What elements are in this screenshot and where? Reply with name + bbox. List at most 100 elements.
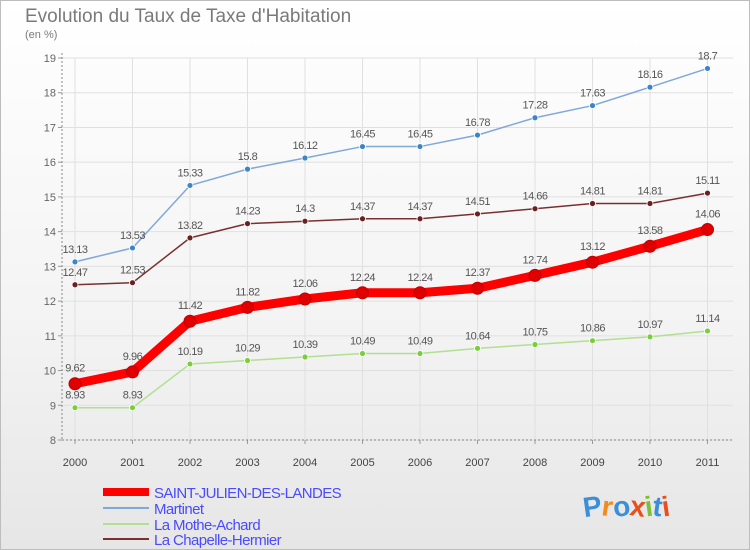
x-tick-label: 2008: [523, 457, 547, 469]
x-tick-label: 2010: [638, 457, 662, 469]
data-point: [359, 215, 366, 223]
chart-subtitle: (en %): [25, 29, 58, 41]
data-label: 11.82: [235, 286, 260, 298]
data-point: [129, 404, 136, 412]
data-label: 9.62: [65, 363, 85, 375]
data-point: [531, 205, 539, 213]
data-label: 17.28: [522, 100, 547, 112]
data-point: [528, 268, 542, 282]
data-label: 12.37: [465, 267, 490, 279]
data-point: [589, 102, 596, 109]
data-label: 11.14: [695, 313, 720, 325]
x-tick-label: 2005: [350, 457, 374, 469]
data-point: [531, 114, 539, 122]
data-point: [413, 286, 427, 300]
data-point: [474, 210, 481, 218]
data-point: [416, 350, 424, 357]
data-label: 14.81: [637, 186, 662, 198]
legend-label: La Chapelle-Hermier: [154, 532, 282, 549]
data-label: 10.49: [350, 336, 375, 348]
y-tick-label: 17: [44, 122, 56, 134]
data-point: [298, 292, 312, 306]
y-tick-label: 8: [50, 435, 56, 447]
data-point: [643, 239, 657, 253]
data-label: 14.81: [580, 186, 605, 198]
data-label: 14.23: [235, 206, 260, 218]
data-label: 10.64: [465, 330, 490, 342]
data-point: [129, 244, 136, 252]
legend-label: La Mothe-Achard: [154, 517, 260, 534]
data-label: 13.12: [580, 241, 605, 253]
data-point: [359, 350, 366, 357]
data-point: [183, 314, 197, 328]
data-point: [301, 353, 309, 361]
x-tick-label: 2007: [465, 457, 489, 469]
data-point: [586, 255, 599, 269]
y-tick-label: 10: [44, 366, 56, 378]
data-point: [646, 200, 654, 207]
data-point: [186, 360, 194, 368]
x-tick-label: 2000: [63, 457, 87, 469]
data-point: [71, 258, 79, 266]
y-tick-label: 13: [44, 261, 56, 273]
y-tick-label: 19: [44, 53, 56, 65]
x-tick-label: 2011: [696, 457, 720, 469]
data-point: [474, 131, 481, 139]
data-point: [71, 404, 79, 412]
series-line-3: [74, 192, 709, 286]
data-label: 15.11: [695, 175, 720, 187]
series-line-2: [74, 330, 709, 409]
legend-label: Martinet: [154, 501, 205, 518]
y-tick-label: 11: [45, 331, 56, 343]
x-tick-label: 2004: [293, 457, 317, 469]
data-label: 16.12: [292, 140, 317, 152]
data-point: [701, 223, 714, 237]
data-point: [589, 200, 596, 207]
data-label: 17.63: [580, 88, 605, 100]
chart-title: Evolution du Taux de Taxe d'Habitation: [25, 6, 352, 27]
data-point: [704, 189, 711, 197]
data-label: 13.53: [120, 230, 145, 242]
y-tick-label: 18: [44, 88, 56, 100]
data-point: [416, 143, 424, 150]
data-label: 10.97: [637, 319, 662, 331]
data-label: 16.78: [465, 117, 490, 129]
data-label: 8.93: [65, 390, 85, 402]
data-point: [359, 143, 366, 150]
data-label: 15.33: [177, 167, 202, 179]
data-point: [471, 281, 484, 295]
y-tick-label: 16: [44, 157, 56, 169]
data-point: [704, 65, 711, 72]
x-tick-label: 2003: [235, 457, 259, 469]
data-label: 14.51: [465, 196, 490, 208]
data-label: 10.29: [235, 342, 260, 354]
data-label: 12.74: [522, 254, 547, 266]
data-label: 13.58: [637, 225, 662, 237]
data-point: [646, 83, 654, 91]
data-label: 12.06: [292, 278, 317, 290]
data-point: [244, 165, 251, 173]
data-point: [244, 220, 251, 228]
series-line-0: [70, 225, 712, 389]
data-label: 12.53: [120, 265, 145, 277]
data-label: 12.47: [62, 267, 87, 279]
data-point: [244, 357, 251, 364]
data-point: [301, 154, 309, 162]
data-point: [301, 217, 309, 225]
data-point: [129, 279, 136, 287]
legend-label: SAINT-JULIEN-DES-LANDES: [154, 485, 342, 502]
data-label: 14.37: [350, 201, 375, 213]
y-tick-label: 12: [44, 296, 56, 308]
data-label: 12.24: [407, 272, 432, 284]
data-label: 18.16: [637, 69, 662, 81]
data-point: [71, 281, 79, 289]
data-label: 14.66: [522, 191, 547, 203]
data-point: [356, 286, 369, 300]
data-point: [416, 215, 424, 223]
y-tick-label: 15: [44, 192, 56, 204]
data-point: [241, 300, 254, 314]
data-label: 14.3: [295, 203, 315, 215]
data-label: 18.7: [698, 50, 718, 62]
series-line-1: [74, 67, 709, 263]
